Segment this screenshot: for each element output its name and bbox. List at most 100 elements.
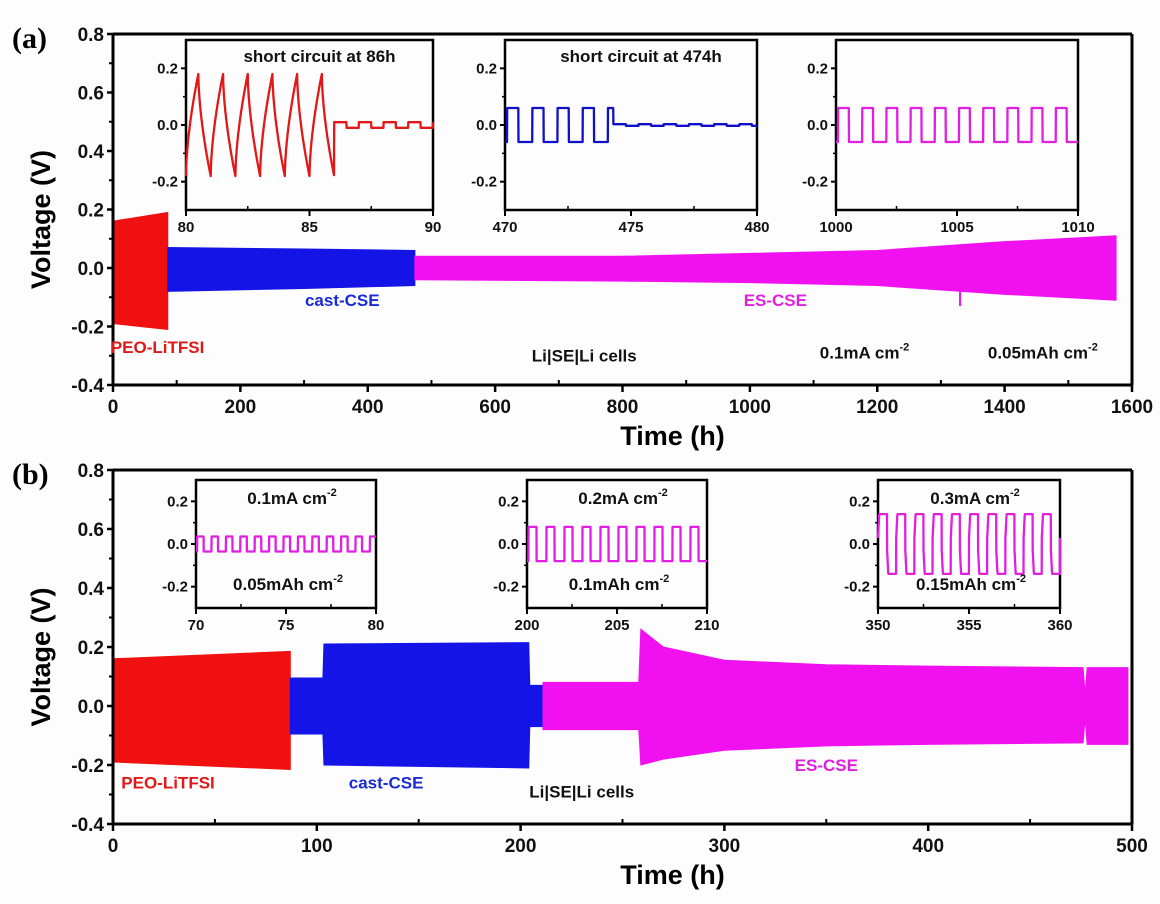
inset-y-tick-label: -0.2	[162, 579, 188, 596]
inset-title: 0.1mA cm-2	[247, 487, 336, 508]
inset-title: 0.3mA cm-2	[930, 487, 1019, 508]
series-band	[112, 650, 291, 770]
inset-title-superscript: -2	[1010, 487, 1020, 499]
inset-x-tick-label: 470	[492, 219, 517, 236]
series-es-cse	[414, 235, 1117, 307]
x-tick-label: 300	[709, 836, 741, 857]
inset-subtitle-text: 0.05mAh cm	[233, 575, 333, 594]
inset-trace	[504, 106, 758, 144]
annotation-0: PEO-LiTFSI	[121, 774, 215, 793]
inset-x-tick-label: 205	[604, 617, 629, 634]
inset-y-tick-label: 0.0	[807, 117, 828, 134]
inset-trace	[184, 72, 435, 178]
inset-trace	[194, 535, 378, 553]
inset-x-tick-label: 200	[514, 617, 539, 634]
x-tick-label: 200	[225, 397, 257, 418]
inset-y-tick-label: 0.2	[807, 60, 828, 77]
inset-subtitle: 0.05mAh cm-2	[233, 573, 343, 594]
y-tick-label: -0.2	[71, 318, 104, 339]
inset-x-tick-label: 80	[178, 219, 195, 236]
annotation-4: 0.1mA cm-2	[820, 342, 909, 363]
annotation-2: ES-CSE	[744, 291, 807, 310]
inset-y-tick-label: -0.2	[471, 174, 497, 191]
annotation-5: 0.05mAh cm-2	[988, 342, 1098, 363]
y-tick-label: 0.8	[78, 25, 104, 46]
y-tick-label: 0.6	[78, 84, 104, 105]
y-tick-label: -0.2	[71, 756, 104, 777]
annotation-5-text: 0.05mAh cm	[988, 344, 1088, 363]
x-tick-label: 500	[1116, 836, 1148, 857]
inset-y-tick-label: 0.0	[157, 117, 178, 134]
series-band	[289, 642, 544, 769]
inset-x-tick-label: 1010	[1061, 219, 1094, 236]
x-tick-label: 1600	[1111, 397, 1153, 418]
x-tick-label: 1200	[856, 397, 898, 418]
panel-label: (b)	[12, 458, 49, 491]
series-peo-litfsi	[112, 211, 177, 330]
inset-y-tick-label: -0.2	[844, 579, 870, 596]
inset-trace	[525, 525, 709, 563]
panel-label: (a)	[12, 22, 47, 55]
inset-y-tick-label: 0.2	[498, 493, 519, 510]
inset-x-tick-label: 350	[865, 617, 890, 634]
inset-1: -0.20.00.270 75 800.1mA cm-20.05mAh cm-2	[162, 478, 385, 634]
inset-title-text: 0.3mA cm	[930, 489, 1010, 508]
inset-y-tick-label: -0.2	[493, 579, 519, 596]
inset-3: -0.2 0.0 0.2 1000 1005 1010	[802, 38, 1095, 236]
y-tick-label: 0.0	[78, 697, 104, 718]
annotation-5-superscript: -2	[1088, 342, 1098, 354]
inset-y-tick-label: -0.2	[802, 174, 828, 191]
x-tick-label: 1000	[729, 397, 771, 418]
inset-y-tick-label: -0.2	[152, 174, 178, 191]
inset-x-tick-label: 85	[301, 219, 318, 236]
y-tick-label: 0.6	[78, 520, 104, 541]
inset-y-tick-label: 0.0	[498, 536, 519, 553]
x-tick-label: 400	[352, 397, 384, 418]
annotation-2: ES-CSE	[795, 756, 858, 775]
inset-y-tick-label: 0.2	[167, 493, 188, 510]
x-tick-label: 400	[912, 836, 944, 857]
inset-x-tick-label: 70	[188, 617, 205, 634]
inset-title-superscript: -2	[658, 487, 668, 499]
annotation-4-text: 0.1mA cm	[820, 344, 900, 363]
main-axes: -0.4 -0.2 0.0 0.2 0.4 0.6 0.8 0 100 200 300 400 500	[71, 461, 1148, 857]
inset-subtitle-superscript: -2	[1016, 573, 1026, 585]
inset-title: short circuit at 474h	[560, 47, 722, 66]
annotation-1: cast-CSE	[305, 291, 380, 310]
x-tick-label: 600	[479, 397, 511, 418]
y-tick-label: -0.4	[71, 376, 104, 397]
inset-subtitle: 0.15mAh cm-2	[916, 573, 1026, 594]
y-axis-title: Voltage (V)	[26, 150, 56, 289]
inset-y-tick-label: 0.2	[476, 60, 497, 77]
inset-y-tick-label: 0.2	[849, 493, 870, 510]
inset-frame	[834, 38, 1080, 212]
series-cast-cse	[167, 247, 432, 292]
y-tick-label: 0.8	[78, 461, 104, 482]
series-band	[542, 628, 1129, 766]
inset-y-tick-label: 0.0	[849, 536, 870, 553]
inset-y-tick-label: 0.0	[476, 117, 497, 134]
inset-trace	[876, 512, 1062, 576]
y-tick-label: 0.2	[78, 201, 104, 222]
y-tick-label: 0.2	[78, 638, 104, 659]
inset-x-tick-label: 480	[744, 219, 769, 236]
annotation-4-superscript: -2	[899, 342, 909, 354]
inset-x-tick-label: 80	[368, 617, 385, 634]
x-tick-label: 100	[301, 836, 333, 857]
x-tick-label: 1400	[983, 397, 1025, 418]
inset-y-tick-label: 0.0	[167, 536, 188, 553]
inset-x-tick-label: 360	[1047, 617, 1072, 634]
inset-subtitle: 0.1mAh cm-2	[569, 573, 669, 594]
main-axes: -0.4 -0.2 0.0 0.2 0.4 0.6 0.8 0 200 400 600 800 1000…	[71, 25, 1153, 418]
x-tick-label: 0	[108, 836, 119, 857]
y-axis-title: Voltage (V)	[26, 587, 56, 726]
inset-2: -0.2 0.0 0.2 470 475 480 short circuit at 474h	[471, 38, 770, 236]
series-peo-litfsi	[112, 650, 311, 770]
series-band	[414, 235, 1117, 301]
inset-frame	[525, 478, 709, 610]
inset-subtitle-superscript: -2	[333, 573, 343, 585]
x-tick-label: 800	[607, 397, 639, 418]
inset-x-tick-label: 210	[694, 617, 719, 634]
